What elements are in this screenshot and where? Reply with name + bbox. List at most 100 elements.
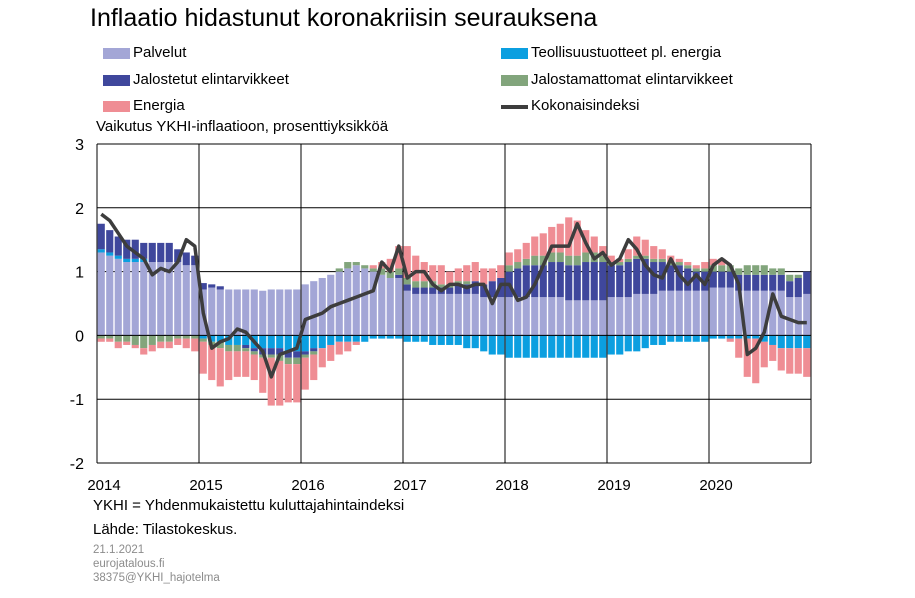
bar-jalostetut xyxy=(752,274,760,291)
bar-jalostamattomat xyxy=(692,268,700,272)
bar-energia xyxy=(709,258,717,266)
bar-energia xyxy=(650,246,658,259)
bar-jalostamattomat xyxy=(293,357,301,365)
bar-energia xyxy=(726,338,734,342)
bar-teollisuus xyxy=(97,249,105,253)
definition-note: YKHI = Yhdenmukaistettu kuluttajahintain… xyxy=(93,497,405,514)
bar-jalostetut xyxy=(548,262,556,298)
bar-palvelut xyxy=(395,277,403,336)
bar-palvelut xyxy=(140,262,148,336)
axis-subtitle: Vaikutus YKHI-inflaatioon, prosenttiyksi… xyxy=(96,118,389,135)
bar-jalostamattomat xyxy=(301,354,309,358)
bar-jalostamattomat xyxy=(157,335,165,342)
bar-jalostamattomat xyxy=(199,338,207,342)
bar-teollisuus xyxy=(361,335,369,342)
bar-energia xyxy=(412,255,420,282)
bar-energia xyxy=(624,249,632,259)
bar-teollisuus xyxy=(216,335,224,342)
bar-teollisuus xyxy=(208,335,216,342)
bar-energia xyxy=(692,265,700,269)
bar-palvelut xyxy=(208,287,216,336)
bar-jalostetut xyxy=(777,274,785,291)
bar-jalostamattomat xyxy=(641,255,649,259)
bar-energia xyxy=(233,351,241,377)
bar-energia xyxy=(131,344,139,349)
bar-jalostetut xyxy=(582,262,590,301)
bar-jalostetut xyxy=(199,283,207,290)
bar-palvelut xyxy=(123,262,131,336)
bar-jalostamattomat xyxy=(369,268,377,272)
bar-jalostamattomat xyxy=(675,262,683,266)
bar-jalostetut xyxy=(157,242,165,263)
bar-palvelut xyxy=(114,258,122,336)
bar-jalostetut xyxy=(454,284,462,294)
bar-energia xyxy=(752,338,760,384)
bar-palvelut xyxy=(624,297,632,336)
bar-palvelut xyxy=(641,293,649,336)
bar-energia xyxy=(259,357,267,393)
bar-teollisuus xyxy=(667,335,675,342)
bar-energia xyxy=(327,344,335,361)
bar-jalostamattomat xyxy=(174,335,182,339)
bar-energia xyxy=(301,357,309,390)
bar-energia xyxy=(488,268,496,282)
bar-teollisuus xyxy=(582,335,590,358)
bar-jalostamattomat xyxy=(539,255,547,266)
bar-jalostamattomat xyxy=(463,281,471,285)
bar-palvelut xyxy=(480,297,488,336)
bar-jalostetut xyxy=(480,284,488,298)
bar-jalostamattomat xyxy=(131,335,139,345)
bar-palvelut xyxy=(267,289,275,336)
legend-label: Jalostetut elintarvikkeet xyxy=(133,71,289,88)
bar-jalostetut xyxy=(123,239,131,259)
bar-energia xyxy=(556,223,564,253)
bar-jalostetut xyxy=(726,271,734,288)
x-tick-label: 2015 xyxy=(189,477,222,494)
bar-teollisuus xyxy=(327,335,335,345)
bar-palvelut xyxy=(420,293,428,336)
bar-energia xyxy=(199,341,207,374)
bar-jalostamattomat xyxy=(743,265,751,275)
bar-teollisuus xyxy=(709,335,717,339)
bar-energia xyxy=(310,354,318,381)
bar-energia xyxy=(386,258,394,272)
bar-energia xyxy=(182,338,190,349)
bar-palvelut xyxy=(293,289,301,336)
bar-jalostamattomat xyxy=(378,268,386,275)
bar-energia xyxy=(344,341,352,352)
bar-energia xyxy=(743,338,751,377)
bar-energia xyxy=(191,338,199,352)
bar-teollisuus xyxy=(803,335,811,349)
bar-jalostetut xyxy=(97,223,105,250)
bar-palvelut xyxy=(157,262,165,336)
bar-palvelut xyxy=(225,289,233,336)
bar-teollisuus xyxy=(369,335,377,339)
bar-palvelut xyxy=(735,290,743,336)
bar-jalostamattomat xyxy=(420,281,428,288)
bar-jalostamattomat xyxy=(267,354,275,358)
bar-palvelut xyxy=(310,281,318,336)
bar-palvelut xyxy=(361,268,369,336)
bar-energia xyxy=(777,348,785,371)
bar-jalostetut xyxy=(395,274,403,278)
bar-energia xyxy=(369,265,377,269)
legend-swatch-energia xyxy=(103,101,130,112)
bar-energia xyxy=(641,239,649,256)
bar-palvelut xyxy=(522,297,530,336)
bar-jalostetut xyxy=(718,271,726,288)
x-tick-label: 2020 xyxy=(699,477,732,494)
bar-palvelut xyxy=(454,293,462,336)
bar-jalostetut xyxy=(208,284,216,288)
bar-palvelut xyxy=(675,290,683,336)
bar-energia xyxy=(208,344,216,381)
bar-palvelut xyxy=(692,290,700,336)
bar-palvelut xyxy=(607,297,615,336)
bar-teollisuus xyxy=(446,335,454,345)
bar-palvelut xyxy=(556,297,564,336)
bar-teollisuus xyxy=(420,335,428,342)
bar-jalostetut xyxy=(301,351,309,355)
bar-jalostetut xyxy=(250,348,258,352)
bar-palvelut xyxy=(488,297,496,336)
bar-palvelut xyxy=(250,289,258,336)
